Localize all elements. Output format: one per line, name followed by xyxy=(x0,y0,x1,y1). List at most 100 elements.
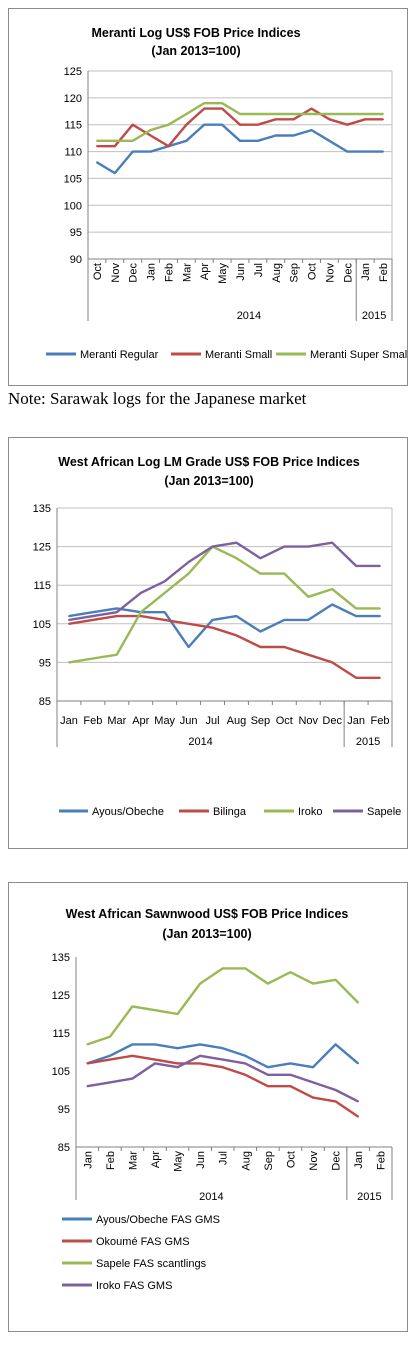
data-point xyxy=(355,565,358,567)
chart-panel-west-african-log: West African Log LM Grade US$ FOB Price … xyxy=(8,437,408,849)
x-tick-label: Nov xyxy=(324,263,336,283)
data-point xyxy=(307,545,310,548)
x-tick-label: Apr xyxy=(150,1151,162,1168)
legend-label: Sapele xyxy=(367,806,401,818)
data-point xyxy=(292,113,295,115)
legend-label: Meranti Regular xyxy=(80,349,159,361)
data-point xyxy=(163,611,166,614)
data-point xyxy=(113,145,116,148)
y-tick-label: 105 xyxy=(64,173,82,185)
data-point xyxy=(244,1054,247,1057)
data-point xyxy=(149,129,152,131)
data-point xyxy=(334,1089,337,1091)
year-group-label: 2015 xyxy=(362,310,386,322)
x-tick-label: Oct xyxy=(285,1151,297,1168)
x-tick-label: Feb xyxy=(105,1151,117,1170)
chart-west-african-log: West African Log LM Grade US$ FOB Price … xyxy=(33,455,402,818)
data-point xyxy=(283,572,286,575)
x-tick-label: Apr xyxy=(199,263,211,280)
x-tick-label: Dec xyxy=(128,263,140,283)
chart-meranti: Meranti Log US$ FOB Price Indices (Jan 20… xyxy=(46,26,407,361)
legend-label: Ayous/Obeche xyxy=(92,806,164,818)
data-point xyxy=(283,619,286,621)
data-point xyxy=(310,113,313,115)
x-tick-label: Jan xyxy=(146,263,158,281)
data-point xyxy=(357,1001,360,1004)
data-point xyxy=(307,619,310,621)
year-group-label: 2014 xyxy=(237,310,261,322)
y-tick-label: 95 xyxy=(58,1104,70,1116)
year-group-label: 2014 xyxy=(188,736,212,748)
data-point xyxy=(131,123,134,126)
data-point xyxy=(185,123,188,126)
data-point xyxy=(199,1054,202,1057)
data-point xyxy=(310,129,313,131)
x-tick-label: Sep xyxy=(263,1151,275,1171)
data-point xyxy=(289,1085,292,1088)
data-point xyxy=(131,150,134,153)
data-point xyxy=(307,653,310,656)
data-point xyxy=(139,592,142,594)
data-point xyxy=(221,1058,224,1061)
legend-label: Okoumé FAS GMS xyxy=(96,1236,190,1248)
data-point xyxy=(334,1100,337,1103)
x-tick-label: Nov xyxy=(110,263,122,283)
x-tick-label: May xyxy=(217,263,229,284)
data-point xyxy=(221,967,224,970)
x-tick-label: Jan xyxy=(347,715,365,727)
x-tick-label: Nov xyxy=(308,1151,320,1171)
data-point xyxy=(91,619,94,621)
data-point xyxy=(331,661,334,664)
data-point xyxy=(235,615,238,617)
y-tick-label: 120 xyxy=(64,93,82,105)
data-point xyxy=(357,1100,360,1103)
data-point xyxy=(355,676,358,679)
data-point xyxy=(108,1054,111,1057)
data-point xyxy=(312,982,314,985)
x-tick-label: Jun xyxy=(195,1151,207,1169)
data-point xyxy=(115,611,118,614)
data-point xyxy=(176,1062,179,1065)
data-point xyxy=(108,1035,111,1038)
x-tick-label: May xyxy=(173,1151,185,1172)
data-point xyxy=(96,161,98,164)
legend-label: Bilinga xyxy=(213,806,247,818)
data-point xyxy=(68,619,70,621)
y-tick-label: 105 xyxy=(33,619,51,631)
legend-label: Meranti Super Small xyxy=(310,349,407,361)
series-line-3 xyxy=(68,541,380,622)
data-point xyxy=(221,107,224,110)
x-tick-label: Jul xyxy=(218,1151,230,1165)
x-tick-label: Dec xyxy=(331,1151,343,1171)
data-point xyxy=(244,967,247,970)
data-point xyxy=(331,603,334,606)
data-point xyxy=(328,113,331,115)
data-point xyxy=(139,615,142,617)
y-tick-label: 135 xyxy=(33,503,51,515)
chart-west-african-sawnwood: West African Sawnwood US$ FOB Price Indi… xyxy=(52,907,393,1292)
data-point xyxy=(259,630,262,633)
x-tick-label: Oct xyxy=(307,263,319,280)
data-point xyxy=(139,611,142,614)
chart-subtitle: (Jan 2013=100) xyxy=(162,927,251,941)
y-tick-label: 100 xyxy=(64,200,82,212)
x-tick-label: Aug xyxy=(271,263,283,283)
data-point xyxy=(331,588,334,590)
x-tick-label: Feb xyxy=(83,715,102,727)
data-point xyxy=(131,1077,134,1080)
data-point xyxy=(108,1058,111,1061)
data-point xyxy=(312,1081,314,1084)
data-point xyxy=(86,1062,89,1065)
data-point xyxy=(203,102,206,105)
data-point xyxy=(221,1047,224,1050)
data-point xyxy=(185,113,188,115)
x-tick-label: May xyxy=(154,715,175,727)
y-tick-label: 125 xyxy=(52,990,70,1002)
series-line-0 xyxy=(96,123,384,175)
data-point xyxy=(283,545,286,548)
data-point xyxy=(289,1062,292,1065)
series-line-0 xyxy=(68,603,380,649)
data-point xyxy=(256,113,259,115)
x-tick-label: Mar xyxy=(181,263,193,282)
data-point xyxy=(187,622,190,625)
